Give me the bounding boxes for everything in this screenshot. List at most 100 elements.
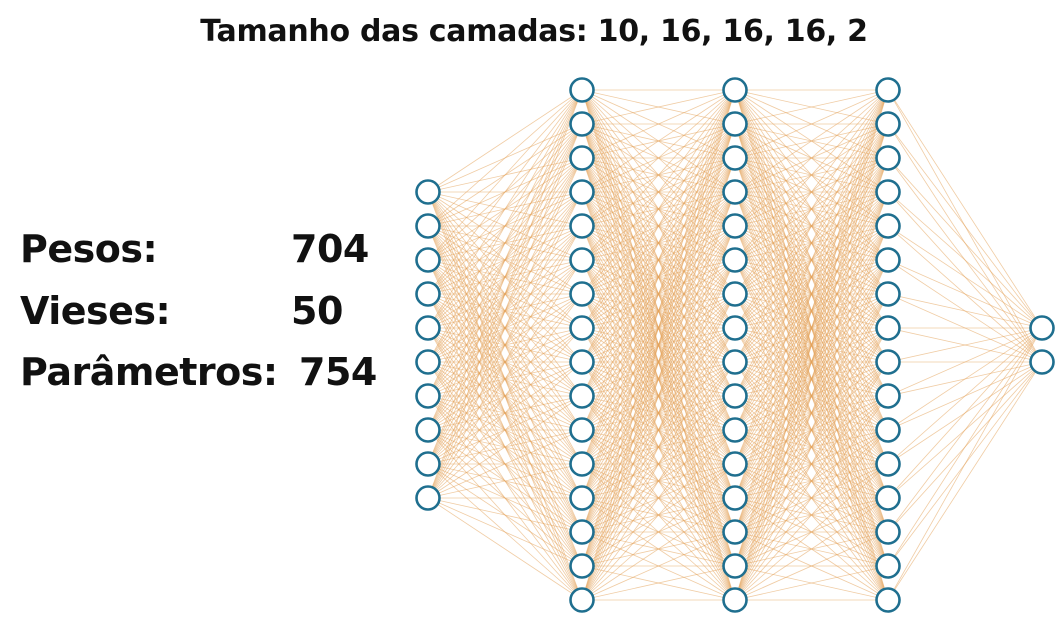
connection-l3-7-1 xyxy=(734,89,889,295)
neuron-l4-15 xyxy=(875,553,901,579)
connection-l1-10-15 xyxy=(427,497,583,567)
connection-l2-9-1 xyxy=(581,89,736,363)
neuron-l2-2 xyxy=(569,111,595,137)
neuron-l1-6 xyxy=(415,349,441,375)
neuron-l2-10 xyxy=(569,383,595,409)
neuron-l4-2 xyxy=(875,111,901,137)
connection-l3-10-1 xyxy=(734,89,889,397)
connection-l2-16-9 xyxy=(581,361,736,601)
connection-l1-10-7 xyxy=(427,293,583,499)
connection-l1-10-6 xyxy=(427,259,583,499)
connection-l2-16-13 xyxy=(581,497,736,601)
neuron-l2-13 xyxy=(569,485,595,511)
connection-l2-6-1 xyxy=(581,89,736,261)
connection-l3-16-15 xyxy=(734,565,889,601)
connection-l4-9-1 xyxy=(887,327,1043,363)
parameters-value: 754 xyxy=(299,350,377,394)
neuron-l1-2 xyxy=(415,213,441,239)
connection-l3-16-9 xyxy=(734,361,889,601)
connection-l2-4-1 xyxy=(581,89,736,193)
connection-l1-2-1 xyxy=(427,89,583,227)
neuron-l3-14 xyxy=(722,519,748,545)
connection-l1-10-3 xyxy=(427,157,583,499)
connection-l1-10-11 xyxy=(427,429,583,499)
neuron-l1-8 xyxy=(415,417,441,443)
connection-l3-16-11 xyxy=(734,429,889,601)
neuron-l4-14 xyxy=(875,519,901,545)
neuron-l1-3 xyxy=(415,247,441,273)
weights-value: 704 xyxy=(291,227,369,271)
connection-l4-1-1 xyxy=(887,89,1043,329)
connection-l3-14-1 xyxy=(734,89,889,533)
connection-l3-2-1 xyxy=(734,89,889,125)
connection-l3-16-8 xyxy=(734,327,889,601)
neuron-l5-1 xyxy=(1029,315,1055,341)
connection-l1-10-16 xyxy=(427,497,583,601)
connection-l4-12-1 xyxy=(887,327,1043,465)
connection-l2-2-1 xyxy=(581,89,736,125)
connection-l2-13-1 xyxy=(581,89,736,499)
connection-l2-14-1 xyxy=(581,89,736,533)
connection-l4-7-1 xyxy=(887,293,1043,329)
neuron-l1-10 xyxy=(415,485,441,511)
connection-l4-14-1 xyxy=(887,327,1043,533)
connection-l2-16-15 xyxy=(581,565,736,601)
neuron-l4-8 xyxy=(875,315,901,341)
connection-l2-16-1 xyxy=(581,89,736,601)
neuron-l3-1 xyxy=(722,77,748,103)
neuron-l1-5 xyxy=(415,315,441,341)
connection-l1-5-1 xyxy=(427,89,583,329)
connection-l2-7-1 xyxy=(581,89,736,295)
connection-l3-16-4 xyxy=(734,191,889,601)
connection-l2-3-1 xyxy=(581,89,736,159)
connection-l4-13-1 xyxy=(887,327,1043,499)
connection-l2-16-7 xyxy=(581,293,736,601)
neuron-l3-7 xyxy=(722,281,748,307)
neurons-group xyxy=(415,77,1055,613)
connection-l1-9-1 xyxy=(427,89,583,465)
neuron-l2-12 xyxy=(569,451,595,477)
neuron-l1-4 xyxy=(415,281,441,307)
neuron-l4-5 xyxy=(875,213,901,239)
connection-l2-12-1 xyxy=(581,89,736,465)
connection-l2-11-1 xyxy=(581,89,736,431)
neuron-l4-9 xyxy=(875,349,901,375)
connection-l4-3-1 xyxy=(887,157,1043,329)
connection-l2-16-2 xyxy=(581,123,736,601)
connection-l3-16-2 xyxy=(734,123,889,601)
connection-l3-6-1 xyxy=(734,89,889,261)
neuron-l3-3 xyxy=(722,145,748,171)
neuron-l2-11 xyxy=(569,417,595,443)
connection-l3-16-5 xyxy=(734,225,889,601)
connection-l1-10-1 xyxy=(427,89,583,499)
neuron-l4-10 xyxy=(875,383,901,409)
connection-l2-16-5 xyxy=(581,225,736,601)
connection-l1-1-1 xyxy=(427,89,583,193)
neuron-l3-11 xyxy=(722,417,748,443)
neuron-l1-9 xyxy=(415,451,441,477)
neuron-l2-3 xyxy=(569,145,595,171)
connection-l1-4-1 xyxy=(427,89,583,295)
connection-l2-10-1 xyxy=(581,89,736,397)
neuron-l4-3 xyxy=(875,145,901,171)
neuron-l2-9 xyxy=(569,349,595,375)
connection-l3-16-1 xyxy=(734,89,889,601)
connection-l2-16-6 xyxy=(581,259,736,601)
neuron-l3-12 xyxy=(722,451,748,477)
connection-l1-8-1 xyxy=(427,89,583,431)
biases-label: Vieses: xyxy=(20,289,171,333)
neuron-l2-15 xyxy=(569,553,595,579)
neuron-l2-4 xyxy=(569,179,595,205)
connection-l3-4-1 xyxy=(734,89,889,193)
neuron-l4-13 xyxy=(875,485,901,511)
connection-l3-16-6 xyxy=(734,259,889,601)
neuron-l3-6 xyxy=(722,247,748,273)
connection-l2-16-11 xyxy=(581,429,736,601)
connection-l2-16-8 xyxy=(581,327,736,601)
neuron-l3-13 xyxy=(722,485,748,511)
connection-l1-6-1 xyxy=(427,89,583,363)
neuron-l3-9 xyxy=(722,349,748,375)
neuron-l3-4 xyxy=(722,179,748,205)
connection-l1-10-14 xyxy=(427,497,583,533)
